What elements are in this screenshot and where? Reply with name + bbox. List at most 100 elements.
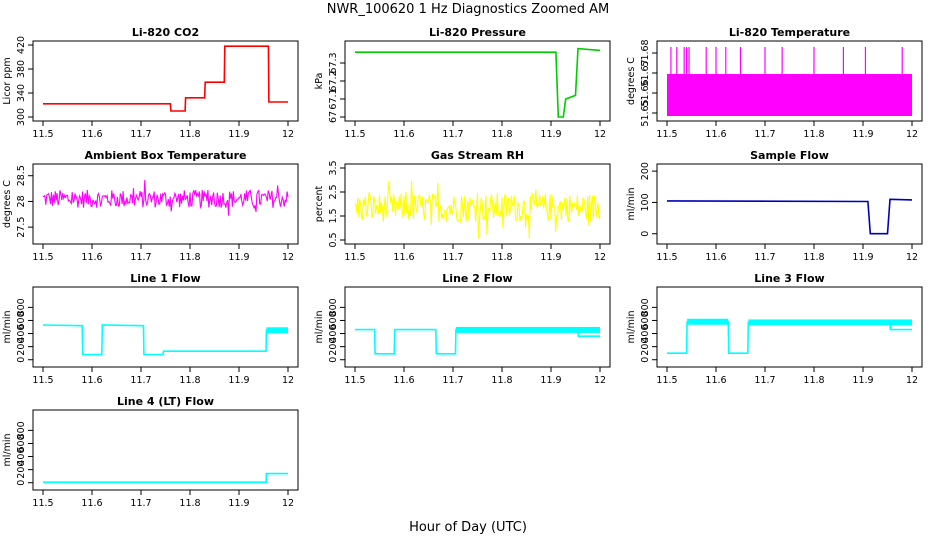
y-tick-label: 51.66 xyxy=(640,79,651,106)
x-tick-label: 11.8 xyxy=(491,375,512,386)
x-tick-label: 11.6 xyxy=(81,129,102,140)
chart-panel-9: Line 3 Flow ml/min 11.5 11.6 11.7 11.8 11.9 12 0… xyxy=(626,272,923,386)
y-tick-label: 0 xyxy=(16,357,27,363)
series-line xyxy=(355,328,600,355)
x-tick-label: 11.8 xyxy=(179,252,200,263)
y-tick-label: 67.3 xyxy=(328,52,339,73)
x-axis-label: Hour of Day (UTC) xyxy=(409,520,527,535)
y-axis-label: degrees C xyxy=(2,180,13,228)
data-layer xyxy=(43,45,288,112)
y-tick-label: 600 xyxy=(16,434,27,452)
x-tick-label: 11.5 xyxy=(656,375,677,386)
chart-panel-1: Li-820 CO2 Licor ppm 11.5 11.6 11.7 11.8 11.9 1… xyxy=(2,26,299,140)
y-axis-label: Licor ppm xyxy=(2,57,13,104)
data-layer xyxy=(354,180,601,239)
y-axis-label: ml/min xyxy=(2,433,13,466)
y-axis-label: percent xyxy=(314,186,325,223)
series-noise-band xyxy=(748,319,912,326)
x-tick-label: 11.9 xyxy=(540,252,561,263)
chart-panel-4: Ambient Box Temperature degrees C 11.5 11.6… xyxy=(2,149,299,263)
y-tick-label: 800 xyxy=(16,421,27,439)
x-tick-label: 11.7 xyxy=(754,252,775,263)
x-tick-label: 11.8 xyxy=(803,129,824,140)
y-tick-label: 600 xyxy=(640,311,651,329)
y-axis-label: kPa xyxy=(314,73,325,90)
y-tick-label: 0.5 xyxy=(328,232,339,247)
y-tick-label: 67.2 xyxy=(328,70,339,91)
x-tick-label: 11.6 xyxy=(81,375,102,386)
series-line xyxy=(43,45,288,112)
x-tick-label: 12 xyxy=(282,375,294,386)
y-tick-label: 200 xyxy=(640,162,651,180)
plot-frame xyxy=(344,286,611,368)
chart-panel-8: Line 2 Flow ml/min 11.5 11.6 11.7 11.8 11.9 12 0… xyxy=(314,272,611,386)
panel-grid: Li-820 CO2 Licor ppm 11.5 11.6 11.7 11.8 11.9 1… xyxy=(2,26,923,509)
plot-frame xyxy=(32,286,299,368)
y-axis-label: ml/min xyxy=(314,310,325,343)
y-tick-label: 28 xyxy=(16,195,27,207)
figure-title: NWR_100620 1 Hz Diagnostics Zoomed AM xyxy=(327,2,610,17)
chart-panel-6: Sample Flow ml/min 11.5 11.6 11.7 11.8 11.9 12 0… xyxy=(626,149,923,263)
y-tick-label: 0 xyxy=(640,231,651,237)
y-tick-label: 0 xyxy=(16,480,27,486)
y-tick-label: 300 xyxy=(16,108,27,126)
x-tick-label: 11.9 xyxy=(540,129,561,140)
data-layer xyxy=(355,47,601,118)
x-tick-label: 11.5 xyxy=(344,375,365,386)
series-line xyxy=(42,324,288,356)
panel-title: Sample Flow xyxy=(750,149,829,162)
y-tick-label: 3.5 xyxy=(328,160,339,175)
y-tick-label: 0 xyxy=(328,357,339,363)
series-line xyxy=(667,321,912,354)
chart-panel-3: Li-820 Temperature degrees C 11.5 11.6 11.7 1… xyxy=(626,26,923,140)
series-line xyxy=(666,198,913,235)
y-tick-label: 1.5 xyxy=(328,208,339,223)
plot-frame xyxy=(656,163,923,245)
y-tick-label: 67 xyxy=(328,111,339,123)
panel-title: Line 3 Flow xyxy=(754,272,824,285)
y-tick-label: 51.65 xyxy=(640,99,651,126)
y-tick-label: 200 xyxy=(328,338,339,356)
x-tick-label: 11.9 xyxy=(852,375,873,386)
plot-frame xyxy=(656,286,923,368)
x-tick-label: 11.5 xyxy=(344,129,365,140)
x-tick-label: 12 xyxy=(594,375,606,386)
x-tick-label: 11.6 xyxy=(393,129,414,140)
x-tick-label: 11.7 xyxy=(442,252,463,263)
data-layer xyxy=(666,198,913,235)
y-tick-label: 200 xyxy=(16,338,27,356)
y-tick-label: 800 xyxy=(328,298,339,316)
y-tick-label: 400 xyxy=(16,447,27,465)
x-tick-label: 12 xyxy=(906,375,918,386)
x-tick-label: 11.6 xyxy=(393,252,414,263)
plot-frame xyxy=(656,40,923,122)
panel-title: Ambient Box Temperature xyxy=(85,149,247,162)
x-tick-label: 11.7 xyxy=(130,252,151,263)
y-tick-label: 28.5 xyxy=(16,165,27,186)
y-tick-label: 600 xyxy=(328,311,339,329)
x-tick-label: 11.5 xyxy=(656,129,677,140)
plot-frame xyxy=(32,409,299,491)
y-tick-label: 51.68 xyxy=(640,39,651,66)
x-tick-label: 11.7 xyxy=(442,375,463,386)
x-tick-label: 12 xyxy=(906,252,918,263)
data-layer xyxy=(355,326,600,355)
x-tick-label: 11.9 xyxy=(852,252,873,263)
y-axis-label: degrees C xyxy=(626,57,637,105)
x-tick-label: 11.7 xyxy=(130,129,151,140)
plot-frame xyxy=(32,40,299,122)
x-tick-label: 11.9 xyxy=(540,375,561,386)
x-tick-label: 12 xyxy=(282,498,294,509)
x-tick-label: 11.8 xyxy=(491,129,512,140)
y-tick-label: 800 xyxy=(640,298,651,316)
x-tick-label: 11.6 xyxy=(705,252,726,263)
chart-panel-10: Line 4 (LT) Flow ml/min 11.5 11.6 11.7 11.8 11… xyxy=(2,395,299,509)
data-layer xyxy=(42,324,288,356)
y-tick-label: 27.5 xyxy=(16,217,27,238)
x-tick-label: 11.9 xyxy=(228,252,249,263)
series-line xyxy=(354,180,601,239)
data-layer xyxy=(43,472,288,483)
x-tick-label: 11.7 xyxy=(130,498,151,509)
plot-frame xyxy=(344,163,611,245)
